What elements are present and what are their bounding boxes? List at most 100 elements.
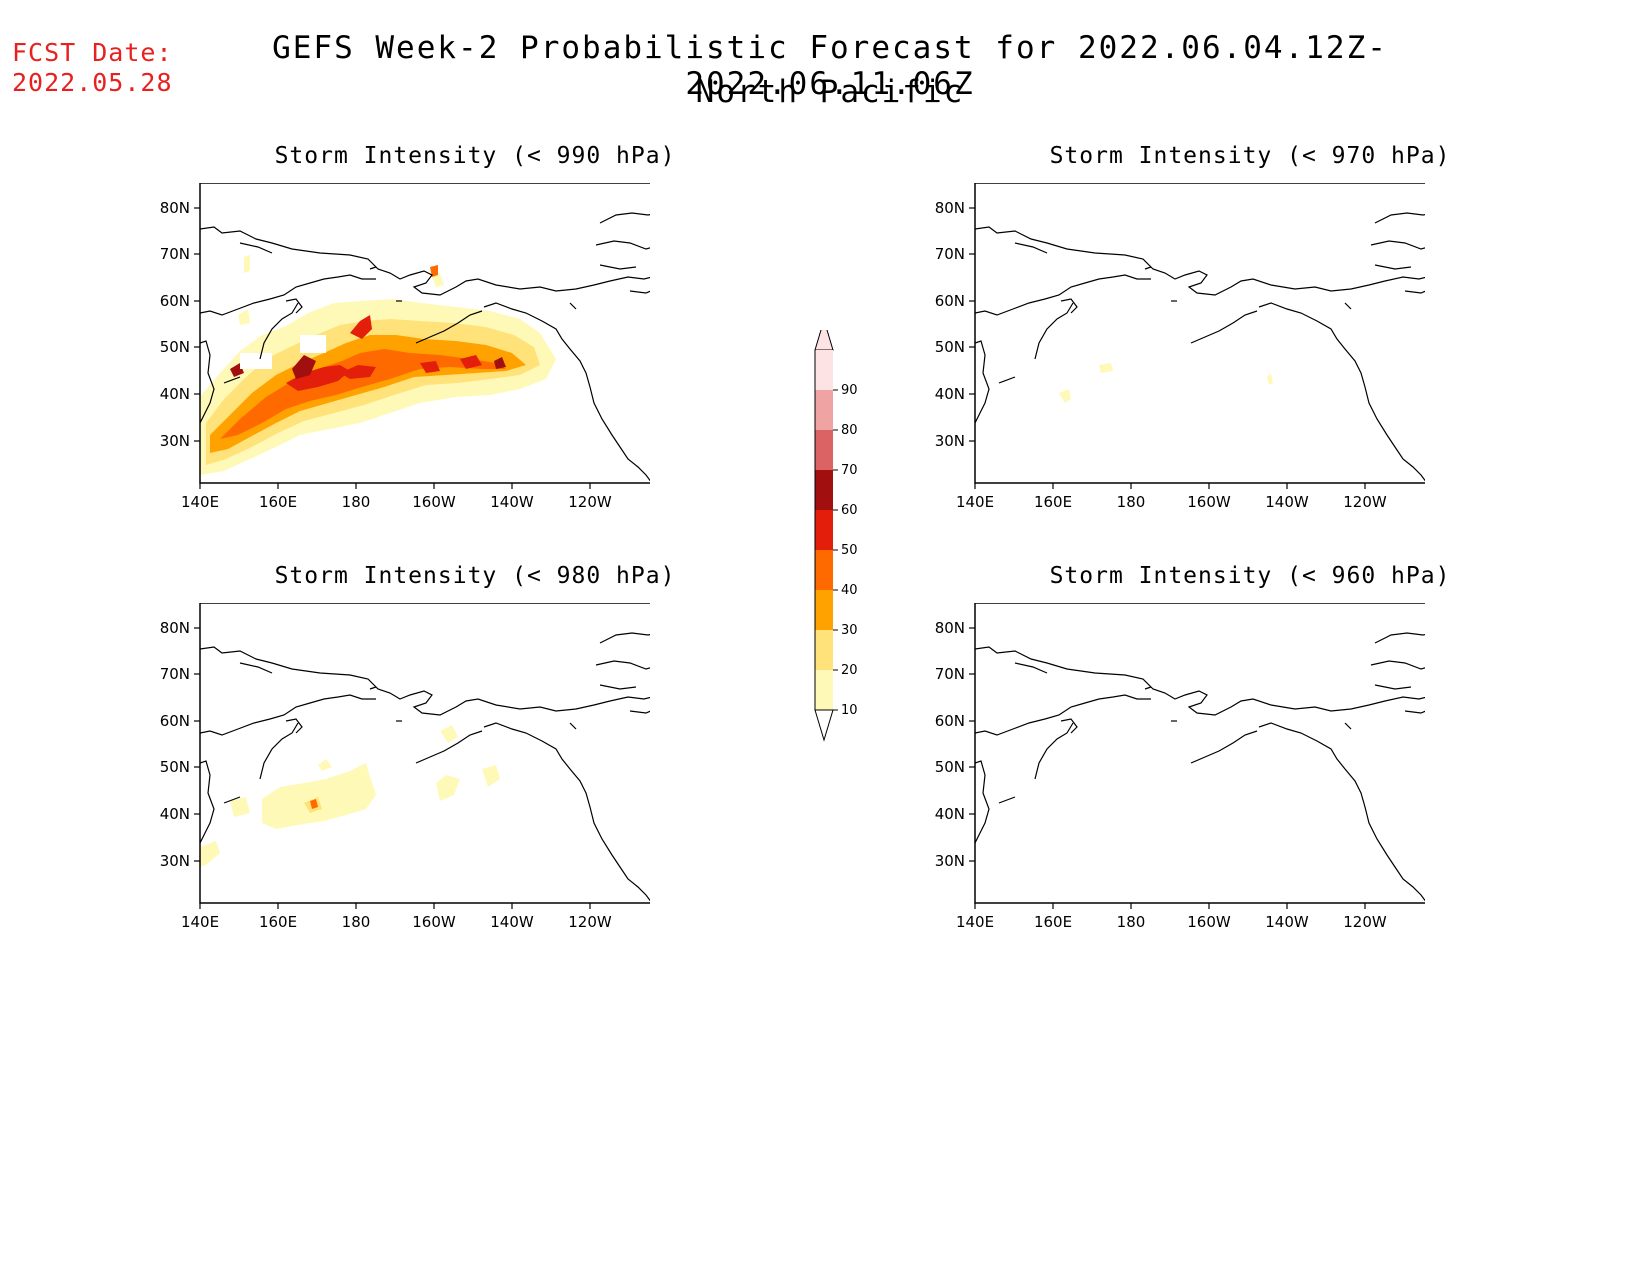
panel-title: Storm Intensity (< 990 hPa) <box>274 143 676 169</box>
lat-tick-label: 60N <box>160 712 190 730</box>
coastline <box>1374 684 1412 690</box>
probability-shading <box>230 355 506 379</box>
coastline <box>1034 302 1074 360</box>
coastline <box>1370 240 1425 250</box>
lat-tick-label: 50N <box>935 338 965 356</box>
colorbar: 90 80 70 60 50 40 30 20 10 <box>800 318 860 754</box>
lat-tick-label: 40N <box>160 805 190 823</box>
panel-title: Storm Intensity (< 960 hPa) <box>1049 563 1451 589</box>
panel-title: Storm Intensity (< 970 hPa) <box>1049 143 1451 169</box>
probability-shading <box>1059 363 1273 403</box>
lat-tick-label: 40N <box>935 385 965 403</box>
coastline <box>975 226 1425 296</box>
coastline <box>629 290 650 294</box>
coastline <box>1014 662 1048 674</box>
forecast-date-label: FCST Date: <box>12 38 173 67</box>
map-frame <box>974 183 1425 484</box>
colorbar-swatch <box>815 390 833 430</box>
lon-tick-label: 120W <box>1343 913 1387 931</box>
lon-tick-label: 160W <box>412 913 456 931</box>
probability-shading <box>310 799 318 809</box>
coastline <box>569 722 577 730</box>
map-960hpa: 80N 70N 60N 50N 40N 30N 140E 160E 180 160W 140W 120… <box>915 603 1425 933</box>
coastline <box>223 376 241 384</box>
coastline <box>239 242 273 254</box>
coastline <box>975 340 990 424</box>
coastline <box>200 694 376 736</box>
lon-tick-label: 120W <box>568 913 612 931</box>
coastline <box>975 274 1151 316</box>
lat-tick-label: 80N <box>160 619 190 637</box>
panel-960hpa: Storm Intensity (< 960 hPa) 80N 70N 60N 50N… <box>935 563 1510 943</box>
map-980hpa: 80N 70N 60N 50N 40N 30N 140E 160E 180 160W 140W 120… <box>140 603 650 933</box>
lat-tick-label: 30N <box>160 432 190 450</box>
colorbar-top-extension <box>814 318 834 351</box>
coastline <box>483 302 650 482</box>
colorbar-label: 90 <box>841 383 858 398</box>
lon-tick-label: 160W <box>1187 493 1231 511</box>
lon-tick-label: 160W <box>412 493 456 511</box>
coastline <box>259 722 299 780</box>
coastline <box>595 660 650 670</box>
map-990hpa: 80N 70N 60N 50N 40N 30N 140E 160E 180 160W 140W 120… <box>140 183 650 513</box>
coastline <box>1258 302 1425 482</box>
lon-tick-label: 140E <box>956 493 994 511</box>
coastline <box>1374 632 1425 644</box>
lat-tick-label: 30N <box>160 852 190 870</box>
colorbar-label: 30 <box>841 623 858 638</box>
main-title: GEFS Week-2 Probabilistic Forecast for 2… <box>272 30 1388 102</box>
coastline <box>1258 722 1425 902</box>
lat-tick-label: 70N <box>935 245 965 263</box>
coastline <box>599 632 650 644</box>
coastline <box>369 266 377 270</box>
lat-tick-label: 80N <box>935 619 965 637</box>
forecast-date-value: 2022.05.28 <box>12 68 173 97</box>
coastline <box>239 662 273 674</box>
colorbar-swatch <box>815 630 833 670</box>
coastline <box>595 240 650 250</box>
lat-tick-label: 70N <box>160 245 190 263</box>
map-svg: 80N 70N 60N 50N 40N 30N 140E 160E 180 160W 140W 120… <box>160 183 650 511</box>
lon-tick-label: 180 <box>342 493 371 511</box>
colorbar-label: 70 <box>841 463 858 478</box>
coastline <box>1190 310 1258 344</box>
lon-tick-label: 140W <box>490 913 534 931</box>
coastline <box>285 298 303 314</box>
colorbar-label: 50 <box>841 543 858 558</box>
lat-tick-label: 60N <box>160 292 190 310</box>
map-970hpa: 80N 70N 60N 50N 40N 30N 140E 160E 180 160W 140W 120… <box>915 183 1425 513</box>
colorbar-swatch <box>815 430 833 470</box>
colorbar-swatch <box>815 470 833 510</box>
lat-tick-label: 70N <box>160 665 190 683</box>
colorbar-label: 40 <box>841 583 858 598</box>
coastline <box>223 796 241 804</box>
coastline <box>975 646 1425 716</box>
coastline <box>1144 266 1152 270</box>
coastline <box>200 646 650 716</box>
probability-shading <box>240 335 326 369</box>
panel-990hpa: Storm Intensity (< 990 hPa) 80N 70N 60N 50N… <box>160 143 735 523</box>
lon-tick-label: 120W <box>1343 493 1387 511</box>
map-frame <box>974 603 1425 904</box>
probability-shading <box>200 725 500 867</box>
coastline <box>285 718 303 734</box>
coastline <box>369 686 377 690</box>
lat-tick-label: 70N <box>935 665 965 683</box>
coastline <box>1344 722 1352 730</box>
coastline <box>1060 298 1078 314</box>
colorbar-bottom-extension <box>814 709 834 742</box>
colorbar-swatch <box>815 550 833 590</box>
coastline <box>1190 730 1258 764</box>
lon-tick-label: 140E <box>181 493 219 511</box>
lon-tick-label: 140W <box>490 493 534 511</box>
colorbar-label: 20 <box>841 663 858 678</box>
lon-tick-label: 140W <box>1265 493 1309 511</box>
lon-tick-label: 140E <box>181 913 219 931</box>
map-svg: 80N 70N 60N 50N 40N 30N 140E 160E 180 160W 140W 120… <box>935 603 1425 931</box>
lon-tick-label: 160E <box>259 493 297 511</box>
panel-980hpa: Storm Intensity (< 980 hPa) 80N 70N 60N 50N… <box>160 563 735 943</box>
coastline <box>975 760 990 844</box>
probability-shading <box>430 265 438 277</box>
map-svg: 80N 70N 60N 50N 40N 30N 140E 160E 180 160W 140W 120… <box>160 603 650 931</box>
lon-tick-label: 180 <box>1117 913 1146 931</box>
